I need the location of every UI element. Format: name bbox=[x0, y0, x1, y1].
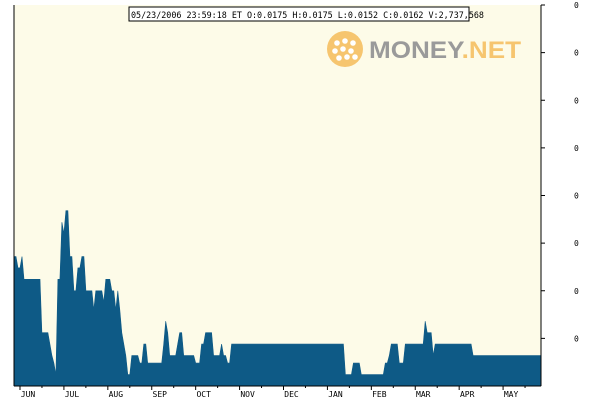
x-tick-label: OCT bbox=[196, 390, 211, 399]
x-tick-label: MAY bbox=[504, 390, 519, 399]
logo-dot bbox=[340, 46, 346, 52]
x-tick-label: JUN bbox=[21, 390, 36, 399]
price-area bbox=[13, 210, 542, 387]
y-tick-label: 0 bbox=[574, 287, 579, 296]
logo-dot bbox=[342, 38, 348, 44]
logo-dot bbox=[350, 40, 356, 46]
x-tick-label: NOV bbox=[240, 390, 255, 399]
y-tick-label: 0 bbox=[574, 192, 579, 201]
logo-money-text: MONEY bbox=[369, 37, 465, 64]
quote-box-border bbox=[128, 6, 470, 22]
logo-dot bbox=[336, 55, 342, 61]
logo-dots-icon bbox=[327, 31, 363, 67]
x-tick-label: JUL bbox=[65, 390, 80, 399]
y-tick-label: 0 bbox=[574, 1, 579, 10]
x-tick-label: AUG bbox=[109, 390, 124, 399]
quote-text: 05/23/2006 23:59:18 ET O:0.0175 H:0.0175… bbox=[131, 10, 484, 20]
x-axis-ticks: JUN JUL AUG SEP OCT NOV DEC JAN FEB MAR APR MAY bbox=[19, 386, 526, 399]
y-tick-label: 0 bbox=[574, 49, 579, 58]
logo-dot bbox=[332, 48, 338, 54]
logo-dot bbox=[348, 48, 354, 54]
y-axis-ticks: 0 0 0 0 0 0 0 0 bbox=[541, 1, 579, 343]
x-tick-label: DEC bbox=[284, 390, 299, 399]
logo-dot bbox=[334, 40, 340, 46]
x-tick-label: FEB bbox=[372, 390, 387, 399]
quote-box: 05/23/2006 23:59:18 ET O:0.0175 H:0.0175… bbox=[128, 6, 484, 22]
x-tick-label: MAR bbox=[416, 390, 431, 399]
money-net-logo: MONEY .NET bbox=[327, 31, 521, 67]
x-tick-label: APR bbox=[460, 390, 475, 399]
logo-text: MONEY .NET bbox=[369, 37, 521, 64]
y-tick-label: 0 bbox=[574, 144, 579, 153]
y-tick-label: 0 bbox=[574, 334, 579, 343]
y-tick-label: 0 bbox=[574, 239, 579, 248]
x-tick-label: JAN bbox=[328, 390, 343, 399]
logo-dot bbox=[352, 54, 358, 60]
y-tick-label: 0 bbox=[574, 96, 579, 105]
logo-dot bbox=[344, 54, 350, 60]
x-tick-label: SEP bbox=[153, 390, 168, 399]
logo-net-text: .NET bbox=[462, 37, 522, 64]
